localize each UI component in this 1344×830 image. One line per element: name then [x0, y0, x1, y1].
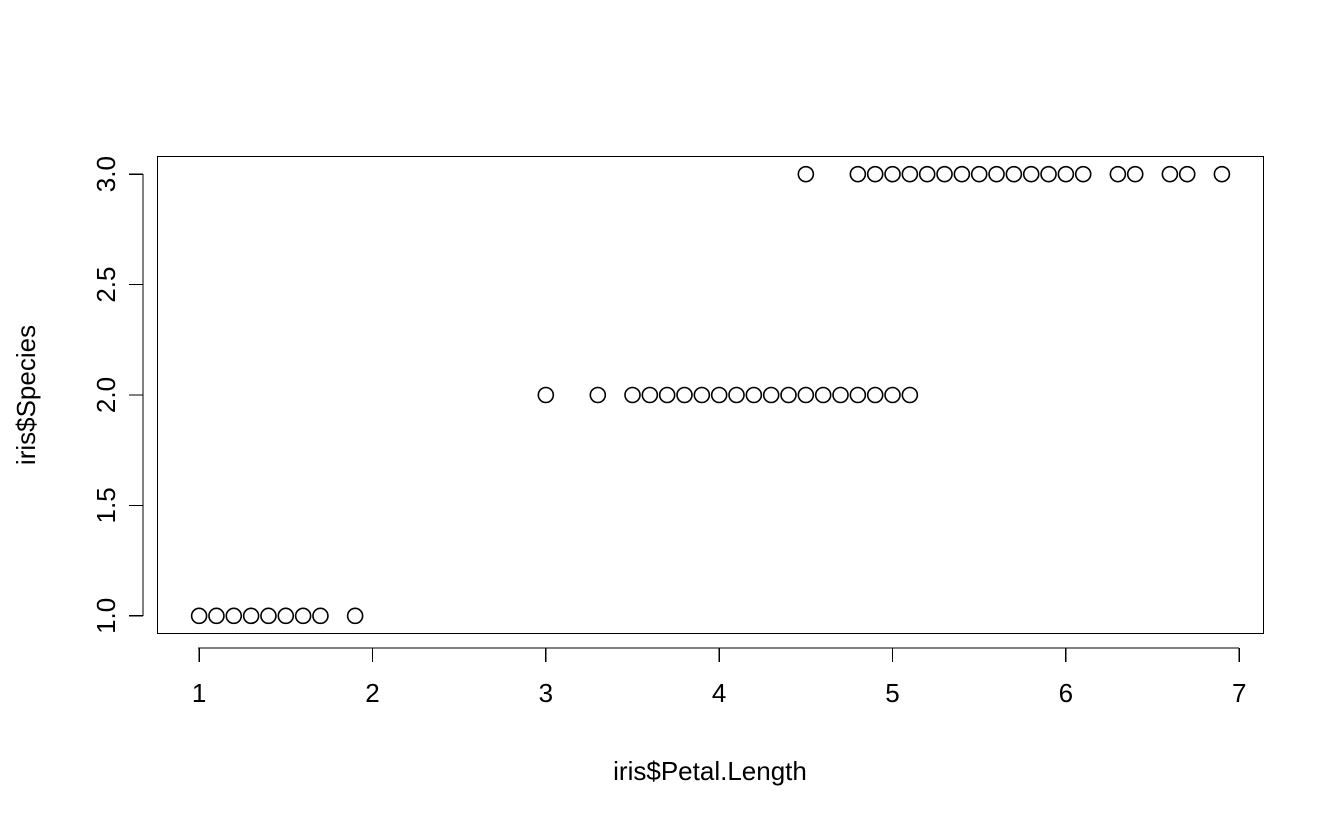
y-tick-label: 1.5 — [91, 487, 121, 523]
data-point — [745, 386, 763, 404]
data-point — [589, 386, 607, 404]
x-axis-title: iris$Petal.Length — [613, 756, 807, 786]
data-point — [260, 607, 277, 625]
x-tick-label: 4 — [712, 678, 726, 708]
data-point — [1057, 165, 1075, 183]
data-point — [225, 607, 243, 625]
data-point — [1126, 165, 1144, 183]
data-point — [953, 165, 971, 183]
y-tick-label: 1.0 — [91, 598, 121, 634]
x-tick-label: 7 — [1232, 678, 1246, 708]
data-point — [1022, 165, 1040, 183]
plot-area-border — [156, 155, 1265, 635]
data-point — [641, 386, 659, 404]
data-point — [901, 386, 919, 404]
data-point — [797, 165, 815, 183]
y-axis: 1.0 1.5 2.0 2.5 3.0 — [91, 156, 144, 634]
data-point — [832, 386, 849, 404]
data-point — [346, 607, 364, 625]
data-point — [1005, 165, 1023, 183]
data-point — [1109, 165, 1127, 183]
data-point — [728, 386, 745, 404]
data-point — [624, 386, 641, 404]
data-point — [849, 165, 867, 183]
y-tick-label: 3.0 — [91, 156, 121, 192]
x-axis: 1 2 3 4 5 6 7 — [192, 647, 1246, 708]
x-tick-label: 1 — [192, 678, 206, 708]
data-point — [866, 165, 884, 183]
data-point — [1040, 165, 1057, 183]
data-point — [693, 386, 711, 404]
x-tick-label: 2 — [365, 678, 379, 708]
data-point — [936, 165, 953, 183]
y-tick-label: 2.5 — [91, 267, 121, 303]
data-point — [918, 165, 936, 183]
x-tick-label: 5 — [885, 678, 899, 708]
data-point — [901, 165, 919, 183]
data-point — [1161, 165, 1179, 183]
data-point — [537, 386, 555, 404]
data-point — [1213, 165, 1231, 183]
y-tick-label: 2.0 — [91, 377, 121, 413]
data-point — [190, 607, 208, 625]
data-point — [814, 386, 832, 404]
data-point — [710, 386, 728, 404]
data-point — [294, 607, 312, 625]
data-points — [190, 165, 1231, 625]
data-point — [1178, 165, 1196, 183]
data-point — [312, 607, 329, 625]
data-point — [884, 165, 901, 183]
data-point — [797, 386, 815, 404]
x-tick-label: 3 — [539, 678, 553, 708]
data-point — [849, 386, 867, 404]
data-point — [762, 386, 780, 404]
data-point — [970, 165, 988, 183]
data-point — [1074, 165, 1092, 183]
data-point — [208, 607, 225, 625]
x-tick-label: 6 — [1059, 678, 1073, 708]
data-point — [242, 607, 260, 625]
data-point — [988, 165, 1005, 183]
data-point — [277, 607, 295, 625]
data-point — [658, 386, 676, 404]
data-point — [866, 386, 884, 404]
y-axis-title: iris$Species — [11, 325, 41, 465]
data-point — [676, 386, 693, 404]
data-point — [884, 386, 901, 404]
data-point — [780, 386, 797, 404]
